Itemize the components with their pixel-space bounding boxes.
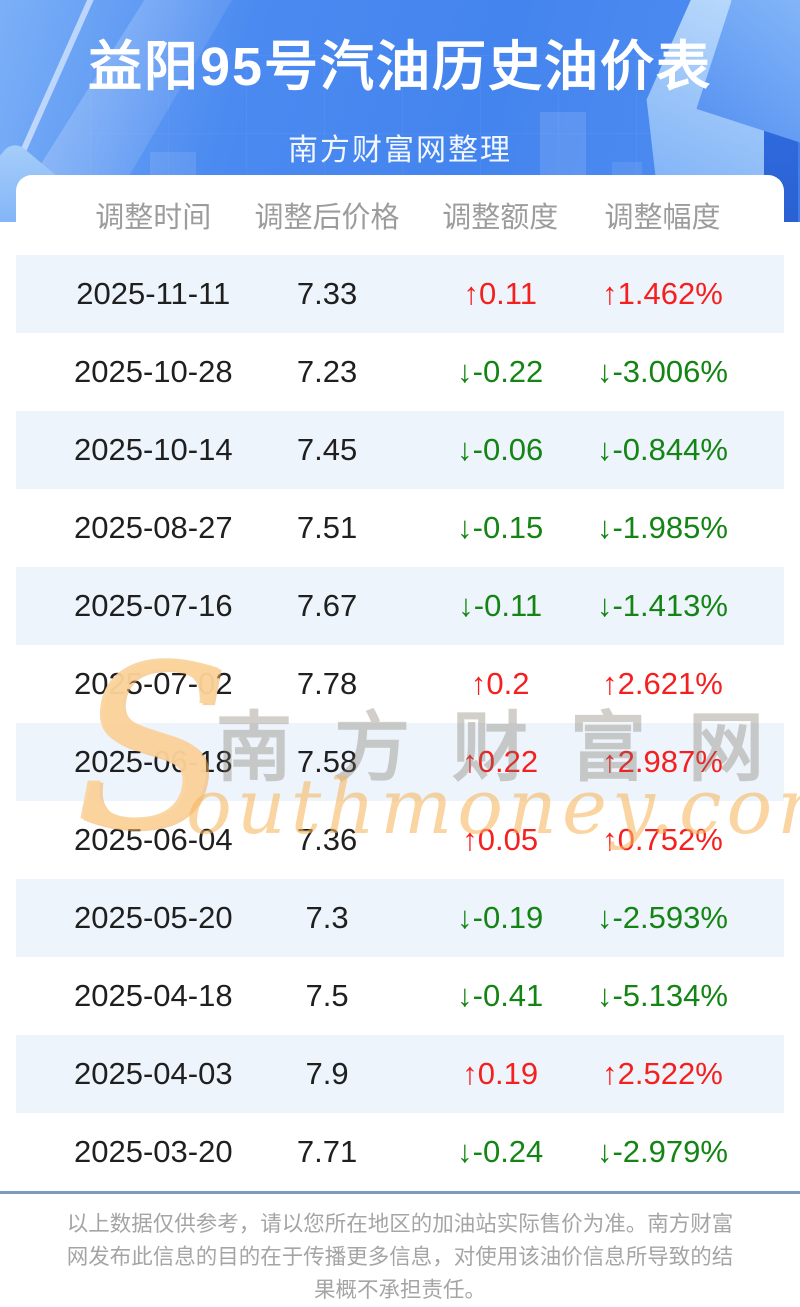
cell-change: ↑0.19 (462, 1056, 539, 1091)
footer-disclaimer: 以上数据仅供参考，请以您所在地区的加油站实际售价为准。南方财富网发布此信息的目的… (66, 1212, 734, 1302)
table-row: 2025-06-04 7.36 ↑0.05 ↑0.752% (16, 801, 784, 879)
cell-change: ↓-0.24 (457, 1134, 544, 1169)
cell-change: ↑0.11 (463, 276, 537, 311)
cell-change: ↑0.2 (470, 666, 530, 701)
cell-date: 2025-06-18 (73, 744, 233, 779)
column-header-adjust-amount: 调整额度 (442, 202, 559, 234)
cell-date: 2025-03-20 (73, 1134, 233, 1169)
table-row: 2025-04-03 7.9 ↑0.19 ↑2.522% (16, 1035, 784, 1113)
table-row: 2025-03-20 7.71 ↓-0.24 ↓-2.979% (16, 1113, 784, 1191)
table-row: 2025-05-20 7.3 ↓-0.19 ↓-2.593% (16, 879, 784, 957)
table-header-row: 调整时间 调整后价格 调整额度 调整幅度 (16, 175, 784, 255)
table-row: 2025-10-28 7.23 ↓-0.22 ↓-3.006% (16, 333, 784, 411)
cell-price: 7.78 (296, 666, 358, 701)
cell-change: ↑0.05 (462, 822, 539, 857)
table-row: 2025-04-18 7.5 ↓-0.41 ↓-5.134% (16, 957, 784, 1035)
cell-change-percent: ↓-2.593% (596, 900, 728, 935)
cell-date: 2025-07-02 (73, 666, 233, 701)
cell-date: 2025-10-14 (73, 432, 233, 467)
cell-date: 2025-04-18 (73, 978, 233, 1013)
cell-change-percent: ↑2.987% (602, 744, 723, 779)
cell-price: 7.51 (296, 510, 358, 545)
table-body: 2025-11-11 7.33 ↑0.11 ↑1.462% 2025-10-28… (16, 255, 784, 1191)
cell-price: 7.36 (296, 822, 358, 857)
cell-date: 2025-07-16 (73, 588, 233, 623)
cell-date: 2025-05-20 (73, 900, 233, 935)
page-subtitle: 南方财富网整理 (288, 134, 512, 167)
cell-change: ↓-0.41 (457, 978, 544, 1013)
cell-change: ↓-0.11 (458, 588, 543, 623)
table-row: 2025-07-16 7.67 ↓-0.11 ↓-1.413% (16, 567, 784, 645)
table-row: 2025-07-02 7.78 ↑0.2 ↑2.621% (16, 645, 784, 723)
cell-change: ↓-0.22 (457, 354, 544, 389)
cell-price: 7.71 (296, 1134, 358, 1169)
column-header-adjust-range: 调整幅度 (604, 202, 721, 234)
footer-divider (0, 1191, 800, 1194)
cell-date: 2025-11-11 (76, 276, 231, 311)
cell-price: 7.58 (296, 744, 358, 779)
cell-change-percent: ↓-1.985% (596, 510, 728, 545)
page-title: 益阳95号汽油历史油价表 (87, 37, 713, 97)
cell-change-percent: ↑2.522% (602, 1056, 723, 1091)
cell-change-percent: ↑1.462% (602, 276, 723, 311)
cell-price: 7.9 (305, 1056, 349, 1091)
cell-price: 7.33 (296, 276, 358, 311)
column-header-adjust-time: 调整时间 (95, 202, 212, 234)
cell-change-percent: ↑2.621% (602, 666, 723, 701)
table-row: 2025-10-14 7.45 ↓-0.06 ↓-0.844% (16, 411, 784, 489)
cell-change: ↓-0.15 (457, 510, 544, 545)
column-header-adjusted-price: 调整后价格 (254, 202, 400, 234)
cell-change-percent: ↓-5.134% (596, 978, 728, 1013)
cell-change-percent: ↑0.752% (602, 822, 723, 857)
cell-change: ↓-0.19 (457, 900, 544, 935)
table-row: 2025-08-27 7.51 ↓-0.15 ↓-1.985% (16, 489, 784, 567)
cell-date: 2025-06-04 (73, 822, 233, 857)
cell-date: 2025-08-27 (73, 510, 233, 545)
cell-date: 2025-04-03 (73, 1056, 233, 1091)
cell-change-percent: ↓-0.844% (596, 432, 728, 467)
cell-change-percent: ↓-3.006% (596, 354, 728, 389)
table-row: 2025-11-11 7.33 ↑0.11 ↑1.462% (16, 255, 784, 333)
cell-price: 7.67 (296, 588, 358, 623)
cell-change-percent: ↓-1.413% (596, 588, 728, 623)
cell-price: 7.3 (305, 900, 349, 935)
cell-price: 7.23 (296, 354, 358, 389)
cell-change-percent: ↓-2.979% (596, 1134, 728, 1169)
cell-change: ↓-0.06 (457, 432, 544, 467)
table-row: 2025-06-18 7.58 ↑0.22 ↑2.987% (16, 723, 784, 801)
cell-price: 7.45 (296, 432, 358, 467)
cell-price: 7.5 (305, 978, 349, 1013)
cell-date: 2025-10-28 (73, 354, 233, 389)
cell-change: ↑0.22 (462, 744, 539, 779)
price-table-card: 调整时间 调整后价格 调整额度 调整幅度 2025-11-11 7.33 ↑0.… (16, 175, 784, 1191)
